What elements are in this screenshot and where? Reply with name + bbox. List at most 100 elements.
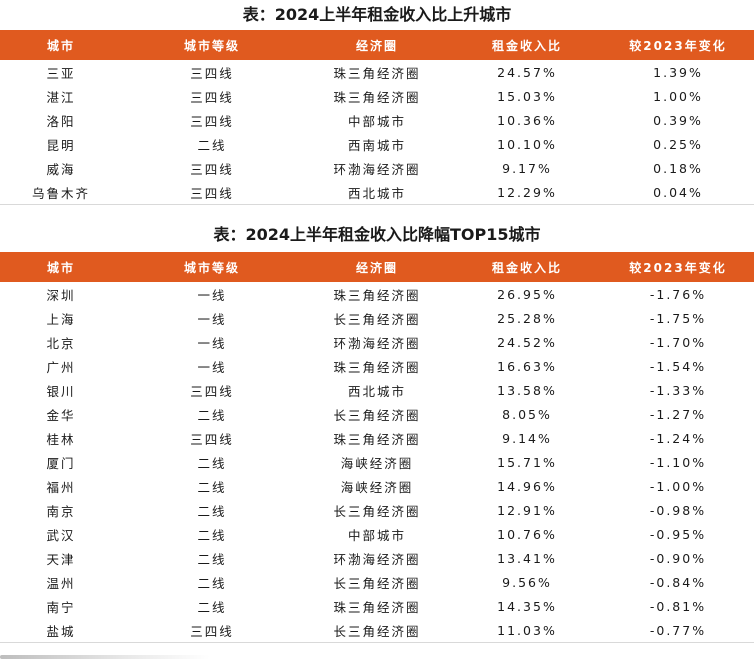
cell-city-tier: 二线 <box>197 503 227 519</box>
cell-economic-zone: 珠三角经济圈 <box>333 599 421 615</box>
cell-rent-income-ratio: 13.58% <box>497 382 557 398</box>
cell-city: 银川 <box>46 383 76 399</box>
cell-rent-income-ratio: 25.28% <box>497 310 557 326</box>
cell-change-vs-2023: -0.98% <box>649 502 707 518</box>
table-row: 湛江 三四线 珠三角经济圈 15.03% 1.00% <box>0 84 754 108</box>
cell-rent-income-ratio: 14.96% <box>497 478 557 494</box>
table-row: 南宁 二线 珠三角经济圈 14.35% -0.81% <box>0 594 754 618</box>
table-row: 深圳 一线 珠三角经济圈 26.95% -1.76% <box>0 282 754 306</box>
cell-economic-zone: 西南城市 <box>347 137 406 153</box>
cell-city-tier: 一线 <box>197 311 227 327</box>
table-row: 昆明 二线 西南城市 10.10% 0.25% <box>0 132 754 156</box>
table-row: 银川 三四线 西北城市 13.58% -1.33% <box>0 378 754 402</box>
cell-rent-income-ratio: 24.52% <box>497 334 557 350</box>
rent-income-decline-table: 城市 城市等级 经济圈 租金收入比 较2023年变化 深圳 一线 珠三角经济圈 26.… <box>0 252 754 643</box>
table-row: 洛阳 三四线 中部城市 10.36% 0.39% <box>0 108 754 132</box>
cell-change-vs-2023: -0.84% <box>649 574 707 590</box>
header-economic-zone: 经济圈 <box>355 260 398 275</box>
cell-change-vs-2023: -0.95% <box>649 526 707 542</box>
cell-city: 盐城 <box>46 623 76 639</box>
cell-city: 福州 <box>46 479 76 495</box>
cell-economic-zone: 珠三角经济圈 <box>333 65 421 81</box>
cell-city-tier: 二线 <box>197 575 227 591</box>
table-row: 上海 一线 长三角经济圈 25.28% -1.75% <box>0 306 754 330</box>
table-row: 盐城 三四线 长三角经济圈 11.03% -0.77% <box>0 618 754 643</box>
cell-rent-income-ratio: 10.10% <box>497 136 557 152</box>
header-economic-zone: 经济圈 <box>355 38 398 53</box>
cell-rent-income-ratio: 10.76% <box>497 526 557 542</box>
cell-economic-zone: 中部城市 <box>347 527 406 543</box>
cell-economic-zone: 中部城市 <box>347 113 406 129</box>
cell-change-vs-2023: 0.25% <box>653 136 703 152</box>
cell-city-tier: 三四线 <box>190 113 234 129</box>
cell-city: 湛江 <box>46 89 76 105</box>
table1-caption: 表：2024上半年租金收入比上升城市 <box>242 5 512 24</box>
cell-change-vs-2023: 0.04% <box>653 184 703 200</box>
cell-economic-zone: 长三角经济圈 <box>333 623 421 639</box>
cell-rent-income-ratio: 9.56% <box>502 574 552 590</box>
cell-change-vs-2023: -0.81% <box>649 598 707 614</box>
cell-rent-income-ratio: 9.14% <box>502 430 552 446</box>
cell-change-vs-2023: -1.54% <box>649 358 707 374</box>
cell-rent-income-ratio: 8.05% <box>502 406 552 422</box>
header-city: 城市 <box>46 260 75 275</box>
cell-city: 武汉 <box>46 527 76 543</box>
cell-city-tier: 二线 <box>197 599 227 615</box>
header-change-vs-2023: 较2023年变化 <box>629 38 727 53</box>
cell-economic-zone: 长三角经济圈 <box>333 407 421 423</box>
cell-city: 昆明 <box>46 137 76 153</box>
cell-city-tier: 三四线 <box>190 185 234 201</box>
cell-change-vs-2023: -0.90% <box>649 550 707 566</box>
header-city-tier: 城市等级 <box>183 38 240 53</box>
table-row: 温州 二线 长三角经济圈 9.56% -0.84% <box>0 570 754 594</box>
cell-rent-income-ratio: 11.03% <box>497 622 557 638</box>
cell-city-tier: 一线 <box>197 359 227 375</box>
table-row: 三亚 三四线 珠三角经济圈 24.57% 1.39% <box>0 60 754 84</box>
scan-smudge <box>0 655 210 659</box>
cell-city: 深圳 <box>46 287 76 303</box>
cell-economic-zone: 西北城市 <box>347 383 406 399</box>
cell-change-vs-2023: 1.39% <box>653 64 703 80</box>
cell-city: 厦门 <box>46 455 76 471</box>
cell-city-tier: 二线 <box>197 455 227 471</box>
cell-rent-income-ratio: 10.36% <box>497 112 557 128</box>
cell-city: 桂林 <box>46 431 76 447</box>
cell-change-vs-2023: 1.00% <box>653 88 703 104</box>
cell-rent-income-ratio: 26.95% <box>497 286 557 302</box>
cell-city: 威海 <box>46 161 76 177</box>
cell-economic-zone: 珠三角经济圈 <box>333 287 421 303</box>
cell-rent-income-ratio: 14.35% <box>497 598 557 614</box>
cell-city-tier: 二线 <box>197 527 227 543</box>
table-row: 威海 三四线 环渤海经济圈 9.17% 0.18% <box>0 156 754 180</box>
cell-city: 温州 <box>46 575 76 591</box>
cell-change-vs-2023: -1.75% <box>649 310 707 326</box>
cell-change-vs-2023: -0.77% <box>649 622 707 638</box>
cell-city-tier: 一线 <box>197 287 227 303</box>
cell-city: 洛阳 <box>46 113 76 129</box>
cell-city-tier: 三四线 <box>190 161 234 177</box>
cell-economic-zone: 长三角经济圈 <box>333 575 421 591</box>
table2-body: 深圳 一线 珠三角经济圈 26.95% -1.76% 上海 一线 长三角经济圈 25.28% -1… <box>0 282 754 643</box>
cell-city-tier: 二线 <box>197 479 227 495</box>
cell-rent-income-ratio: 13.41% <box>497 550 557 566</box>
cell-change-vs-2023: -1.00% <box>649 478 707 494</box>
cell-rent-income-ratio: 16.63% <box>497 358 557 374</box>
cell-rent-income-ratio: 12.29% <box>497 184 557 200</box>
cell-change-vs-2023: 0.39% <box>653 112 703 128</box>
cell-change-vs-2023: -1.70% <box>649 334 707 350</box>
cell-rent-income-ratio: 15.03% <box>497 88 557 104</box>
cell-city-tier: 三四线 <box>190 383 234 399</box>
table-row: 厦门 二线 海峡经济圈 15.71% -1.10% <box>0 450 754 474</box>
header-rent-income-ratio: 租金收入比 <box>491 38 562 53</box>
table-header-row: 城市 城市等级 经济圈 租金收入比 较2023年变化 <box>0 30 754 60</box>
table2-caption: 表：2024上半年租金收入比降幅TOP15城市 <box>213 225 541 244</box>
cell-economic-zone: 珠三角经济圈 <box>333 89 421 105</box>
table-row: 桂林 三四线 珠三角经济圈 9.14% -1.24% <box>0 426 754 450</box>
header-change-vs-2023: 较2023年变化 <box>629 260 727 275</box>
cell-economic-zone: 环渤海经济圈 <box>333 335 421 351</box>
cell-city: 金华 <box>46 407 76 423</box>
rent-income-rise-table: 城市 城市等级 经济圈 租金收入比 较2023年变化 三亚 三四线 珠三角经济圈 24… <box>0 30 754 205</box>
cell-change-vs-2023: -1.27% <box>649 406 707 422</box>
table-row: 福州 二线 海峡经济圈 14.96% -1.00% <box>0 474 754 498</box>
cell-city: 乌鲁木齐 <box>31 185 90 201</box>
